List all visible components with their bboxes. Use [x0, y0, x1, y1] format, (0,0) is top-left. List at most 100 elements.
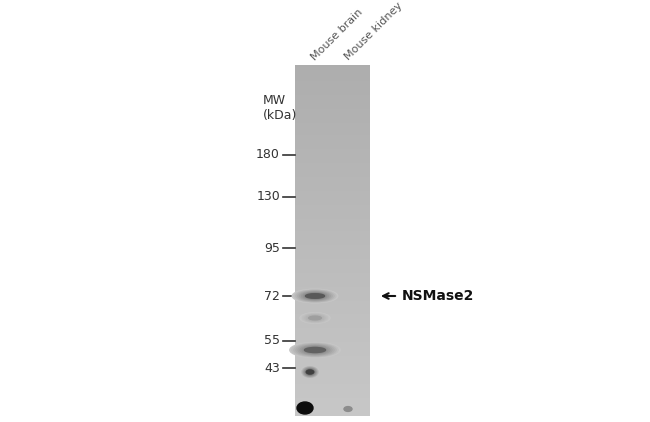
- Ellipse shape: [312, 317, 318, 319]
- Bar: [295, 376, 370, 379]
- Bar: [295, 265, 370, 267]
- Ellipse shape: [306, 293, 325, 299]
- Ellipse shape: [311, 349, 320, 352]
- Text: 95: 95: [264, 241, 280, 254]
- Bar: [295, 117, 370, 120]
- Bar: [295, 137, 370, 139]
- Bar: [295, 257, 370, 260]
- Bar: [295, 184, 370, 186]
- Bar: [295, 126, 370, 129]
- Ellipse shape: [302, 366, 318, 378]
- Bar: [295, 161, 370, 163]
- Ellipse shape: [292, 343, 338, 357]
- Bar: [295, 361, 370, 363]
- Bar: [295, 124, 370, 127]
- Bar: [295, 387, 370, 389]
- Bar: [295, 259, 370, 262]
- Bar: [295, 205, 370, 207]
- Bar: [295, 111, 370, 113]
- Bar: [295, 105, 370, 108]
- Bar: [295, 340, 370, 342]
- Bar: [295, 291, 370, 293]
- Bar: [295, 249, 370, 251]
- Bar: [295, 224, 370, 227]
- Bar: [295, 179, 370, 181]
- Bar: [295, 322, 370, 325]
- Ellipse shape: [294, 344, 336, 356]
- Bar: [295, 352, 370, 354]
- Bar: [295, 74, 370, 76]
- Ellipse shape: [302, 314, 328, 322]
- Bar: [295, 128, 370, 130]
- Bar: [295, 385, 370, 387]
- Ellipse shape: [307, 370, 313, 374]
- Text: (kDa): (kDa): [263, 109, 298, 122]
- Bar: [295, 170, 370, 172]
- Bar: [295, 163, 370, 165]
- Bar: [295, 384, 370, 386]
- Bar: [295, 345, 370, 347]
- Bar: [295, 338, 370, 340]
- Bar: [295, 114, 370, 116]
- Bar: [295, 347, 370, 349]
- Bar: [295, 268, 370, 270]
- Ellipse shape: [305, 368, 315, 376]
- Bar: [295, 201, 370, 204]
- Bar: [295, 236, 370, 239]
- Ellipse shape: [304, 368, 316, 376]
- Ellipse shape: [310, 316, 320, 320]
- Bar: [295, 67, 370, 69]
- Ellipse shape: [302, 292, 328, 300]
- Ellipse shape: [300, 292, 330, 300]
- Ellipse shape: [305, 314, 325, 322]
- Ellipse shape: [308, 371, 311, 373]
- Bar: [295, 401, 370, 403]
- Bar: [295, 280, 370, 282]
- Bar: [295, 306, 370, 309]
- Bar: [295, 389, 370, 391]
- Ellipse shape: [302, 367, 318, 377]
- Text: MW: MW: [263, 94, 286, 106]
- Bar: [295, 394, 370, 396]
- Ellipse shape: [313, 295, 317, 297]
- Bar: [295, 355, 370, 358]
- Bar: [295, 240, 370, 242]
- Bar: [295, 271, 370, 274]
- Bar: [295, 289, 370, 291]
- Bar: [295, 315, 370, 317]
- Bar: [295, 216, 370, 218]
- Bar: [295, 65, 370, 67]
- Bar: [295, 261, 370, 263]
- Bar: [295, 317, 370, 319]
- Bar: [295, 319, 370, 321]
- Bar: [295, 112, 370, 114]
- Bar: [295, 312, 370, 314]
- Bar: [295, 149, 370, 151]
- Bar: [295, 341, 370, 344]
- Ellipse shape: [344, 407, 352, 411]
- Bar: [295, 193, 370, 195]
- Bar: [295, 275, 370, 277]
- Ellipse shape: [307, 315, 322, 321]
- Bar: [295, 238, 370, 241]
- Bar: [295, 97, 370, 99]
- Bar: [295, 221, 370, 223]
- Bar: [295, 292, 370, 295]
- Bar: [295, 408, 370, 410]
- Bar: [295, 349, 370, 351]
- Bar: [295, 102, 370, 104]
- Bar: [295, 243, 370, 246]
- Bar: [295, 410, 370, 412]
- Bar: [295, 230, 370, 232]
- Ellipse shape: [298, 345, 332, 355]
- Bar: [295, 406, 370, 408]
- Text: 72: 72: [264, 289, 280, 303]
- Bar: [295, 189, 370, 192]
- Bar: [295, 95, 370, 97]
- Bar: [295, 298, 370, 300]
- Bar: [295, 198, 370, 200]
- Bar: [295, 362, 370, 365]
- Bar: [295, 214, 370, 216]
- Bar: [295, 121, 370, 123]
- Bar: [295, 142, 370, 144]
